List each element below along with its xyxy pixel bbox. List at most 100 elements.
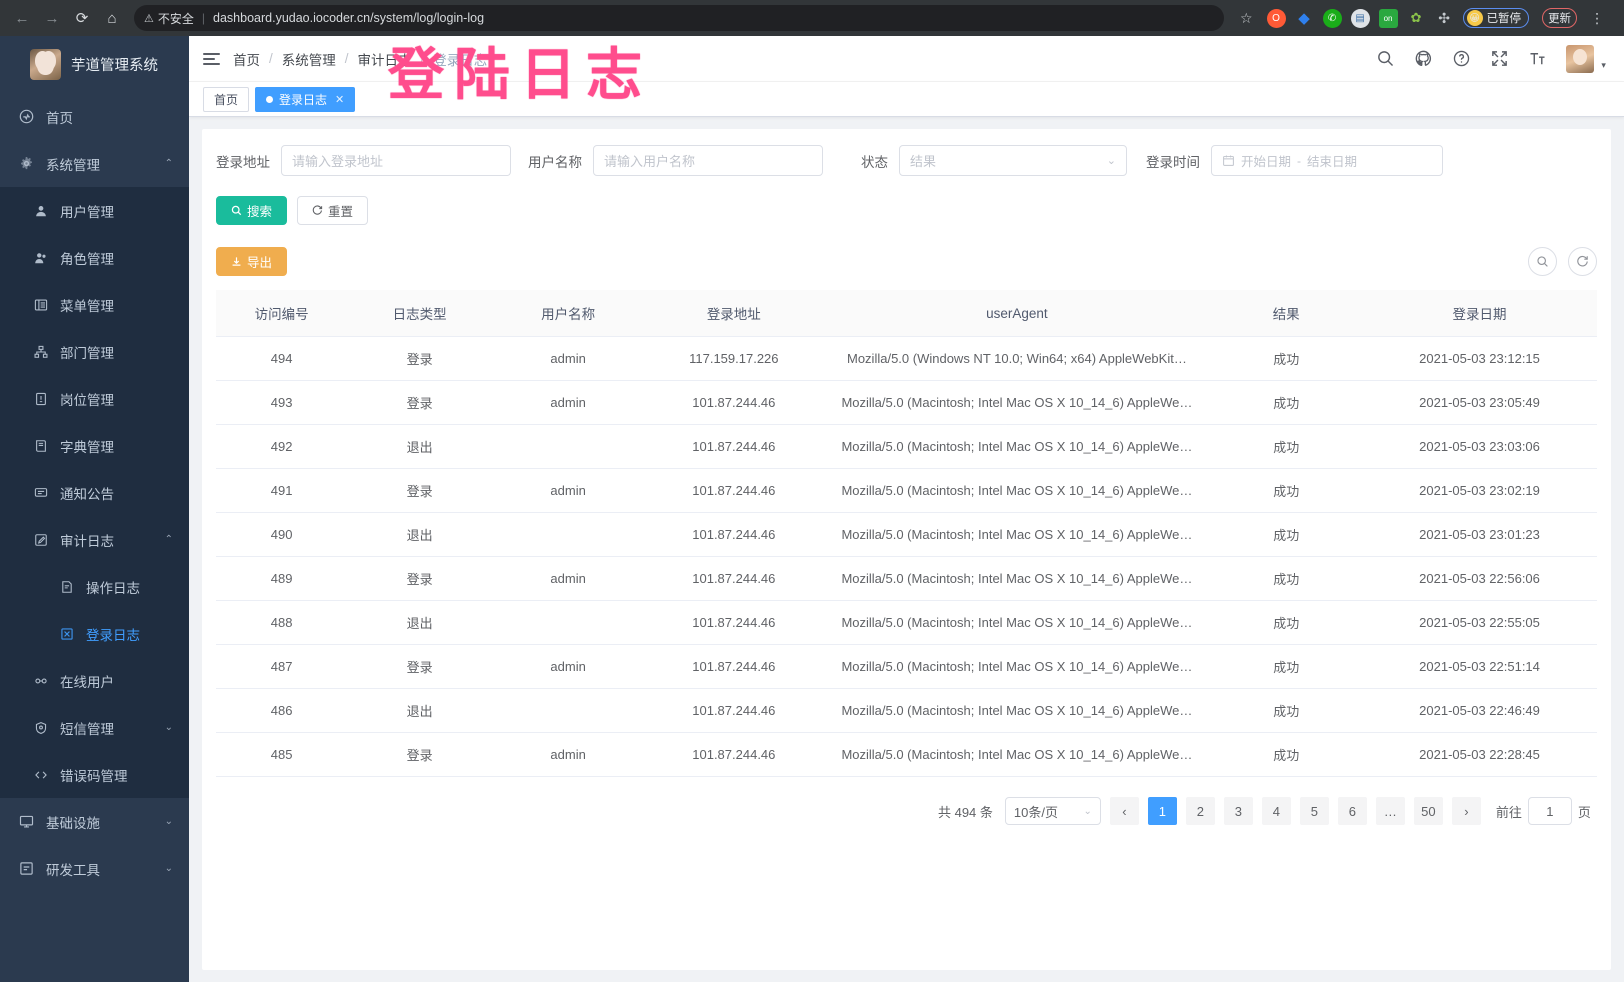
cell-id: 489 (216, 556, 348, 601)
sidebar-item-login-log[interactable]: 登录日志 (0, 610, 189, 657)
pagination-prev[interactable]: ‹ (1109, 797, 1139, 825)
sidebar-item-operation-log[interactable]: 操作日志 (0, 563, 189, 610)
star-icon[interactable]: ☆ (1240, 9, 1253, 26)
table-row[interactable]: 490 退出 101.87.244.46 Mozilla/5.0 (Macintosh… (216, 512, 1597, 557)
forward-icon[interactable]: → (44, 9, 60, 27)
extension-opera[interactable]: O (1266, 8, 1286, 28)
status-select[interactable]: 结果 ⌄ (899, 145, 1127, 176)
extension-notes[interactable]: ▤ (1350, 8, 1370, 28)
table-row[interactable]: 487 登录 admin 101.87.244.46 Mozilla/5.0 (Maci… (216, 644, 1597, 689)
github-icon[interactable] (1414, 49, 1433, 68)
table-row[interactable]: 488 退出 101.87.244.46 Mozilla/5.0 (Macintosh… (216, 600, 1597, 645)
sidebar-item-audit-log[interactable]: 审计日志 ⌃ (0, 516, 189, 563)
sidebar-item-notice[interactable]: 通知公告 (0, 469, 189, 516)
field-label: 登录时间 (1146, 154, 1200, 170)
table-row[interactable]: 486 退出 101.87.244.46 Mozilla/5.0 (Macintosh… (216, 688, 1597, 733)
paused-status-pill[interactable]: 😀 已暂停 (1462, 8, 1530, 28)
extension-on-toggle[interactable]: on (1378, 8, 1398, 28)
sidebar-item-label: 研发工具 (46, 862, 100, 878)
breadcrumb-item[interactable]: 首页 (233, 52, 260, 68)
chevron-down-icon[interactable]: ▾ (1601, 60, 1606, 70)
table-row[interactable]: 491 登录 admin 101.87.244.46 Mozilla/5.0 (Maci… (216, 468, 1597, 513)
jump-page-input[interactable]: 1 (1527, 797, 1572, 825)
cell-useragent: Mozilla/5.0 (Macintosh; Intel Mac OS X 1… (823, 512, 1211, 557)
pagination-page-50[interactable]: 50 (1413, 797, 1443, 825)
search-icon[interactable] (1376, 49, 1395, 68)
sidebar-item-menu-management[interactable]: 菜单管理 (0, 281, 189, 328)
extension-diamond[interactable]: ◆ (1298, 10, 1310, 27)
sidebar-item-system[interactable]: 系统管理 ⌃ (0, 140, 189, 187)
close-icon[interactable]: ✕ (335, 93, 345, 106)
avatar[interactable] (1566, 44, 1595, 73)
table-row[interactable]: 494 登录 admin 117.159.17.226 Mozilla/5.0 (Win… (216, 336, 1597, 381)
sidebar-item-role-management[interactable]: 角色管理 (0, 234, 189, 281)
brand[interactable]: 芋道管理系统 (0, 36, 189, 93)
pagination-page-1[interactable]: 1 (1147, 797, 1177, 825)
table-row[interactable]: 485 登录 admin 101.87.244.46 Mozilla/5.0 (Maci… (216, 732, 1597, 777)
page-size-select[interactable]: 10条/页 ⌄ (1004, 797, 1101, 825)
table-row[interactable]: 492 退出 101.87.244.46 Mozilla/5.0 (Macintosh… (216, 424, 1597, 469)
breadcrumb-item[interactable]: 系统管理 (281, 52, 336, 68)
export-button[interactable]: 导出 (216, 247, 288, 276)
pagination-page-6[interactable]: 6 (1337, 797, 1367, 825)
sidebar-item-home[interactable]: 首页 (0, 93, 189, 140)
kebab-menu-icon[interactable]: ⋮ (1590, 9, 1605, 26)
sidebar-item-user-management[interactable]: 用户管理 (0, 187, 189, 234)
fullscreen-icon[interactable] (1490, 49, 1509, 68)
hamburger-icon[interactable] (203, 52, 220, 65)
tab-home[interactable]: 首页 (203, 86, 250, 112)
content-card: 登录地址 请输入登录地址 用户名称 请输入用户名称 状态 结果 ⌄ (202, 129, 1611, 970)
sidebar-item-dev-tools[interactable]: 研发工具 ⌄ (0, 845, 189, 892)
back-icon[interactable]: ← (14, 9, 30, 27)
extension-leaf[interactable]: ✿ (1410, 10, 1422, 25)
pagination-page-4[interactable]: 4 (1261, 797, 1291, 825)
sidebar-item-sms-management[interactable]: 短信管理 ⌄ (0, 704, 189, 751)
username-input[interactable]: 请输入用户名称 (593, 145, 823, 176)
refresh-circle-icon[interactable] (1567, 247, 1597, 276)
cell-ip: 101.87.244.46 (644, 644, 824, 689)
field-label: 用户名称 (528, 154, 582, 170)
pagination-page-5[interactable]: 5 (1299, 797, 1329, 825)
column-header-date: 登录日期 (1362, 290, 1597, 337)
extension-puzzle[interactable]: ✣ (1438, 9, 1450, 26)
sidebar-item-dict-management[interactable]: 字典管理 (0, 422, 189, 469)
pagination-next[interactable]: › (1451, 797, 1481, 825)
edit-doc-icon (32, 533, 49, 547)
table-row[interactable]: 489 登录 admin 101.87.244.46 Mozilla/5.0 (Maci… (216, 556, 1597, 601)
reset-button-label: 重置 (328, 205, 354, 219)
search-circle-icon[interactable] (1527, 247, 1557, 276)
help-icon[interactable] (1452, 49, 1471, 68)
app-root: 芋道管理系统 首页 系统管理 ⌃ (0, 36, 1624, 982)
content-area: 登录地址 请输入登录地址 用户名称 请输入用户名称 状态 结果 ⌄ (189, 117, 1624, 982)
sidebar-item-infrastructure[interactable]: 基础设施 ⌄ (0, 798, 189, 845)
search-button[interactable]: 搜索 (216, 196, 288, 225)
extension-wechat[interactable]: ✆ (1322, 8, 1342, 28)
home-icon[interactable]: ⌂ (107, 9, 117, 27)
pagination-page-2[interactable]: 2 (1185, 797, 1215, 825)
sidebar-item-dept-management[interactable]: 部门管理 (0, 328, 189, 375)
login-time-daterange[interactable]: 开始日期 - 结束日期 (1211, 145, 1443, 176)
doc-lines-icon (58, 580, 75, 594)
sidebar-item-post-management[interactable]: 岗位管理 (0, 375, 189, 422)
sidebar-item-online-user[interactable]: 在线用户 (0, 657, 189, 704)
table-row[interactable]: 493 登录 admin 101.87.244.46 Mozilla/5.0 (Maci… (216, 380, 1597, 425)
font-size-icon[interactable] (1528, 49, 1547, 68)
breadcrumb-item[interactable]: 审计日志 (357, 52, 412, 68)
breadcrumb-item-current: 登录日志 (433, 52, 488, 68)
cell-ip: 101.87.244.46 (644, 556, 824, 601)
column-header-result: 结果 (1210, 290, 1363, 337)
pagination-page-3[interactable]: 3 (1223, 797, 1253, 825)
gear-icon (18, 156, 35, 171)
pagination-ellipsis[interactable]: … (1375, 797, 1405, 825)
address-bar[interactable]: ⚠ 不安全 | dashboard.yudao.iocoder.cn/syste… (134, 5, 1224, 31)
update-button[interactable]: 更新 (1542, 8, 1578, 28)
reset-button[interactable]: 重置 (297, 196, 369, 225)
sidebar-item-error-code[interactable]: 错误码管理 (0, 751, 189, 798)
omnibox-divider: | (201, 11, 206, 25)
tab-login-log[interactable]: 登录日志 ✕ (255, 86, 356, 112)
login-address-input[interactable]: 请输入登录地址 (281, 145, 511, 176)
role-icon (32, 251, 49, 265)
cell-ip: 101.87.244.46 (644, 600, 824, 645)
reload-icon[interactable]: ⟳ (75, 10, 89, 27)
column-header-user: 用户名称 (492, 290, 645, 337)
